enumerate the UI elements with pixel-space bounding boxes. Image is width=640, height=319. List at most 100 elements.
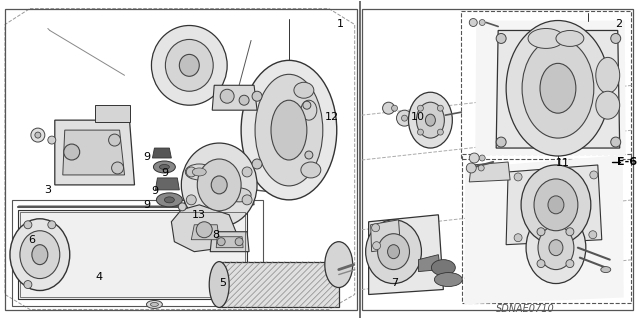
Ellipse shape	[159, 165, 170, 169]
Ellipse shape	[388, 245, 399, 259]
Text: 9: 9	[143, 152, 150, 162]
Polygon shape	[172, 205, 237, 252]
Circle shape	[196, 222, 212, 238]
Circle shape	[179, 203, 186, 211]
Circle shape	[537, 228, 545, 236]
Polygon shape	[371, 220, 401, 252]
Polygon shape	[464, 155, 624, 304]
Ellipse shape	[534, 179, 578, 231]
Circle shape	[514, 234, 522, 242]
Ellipse shape	[365, 220, 422, 284]
Circle shape	[242, 195, 252, 205]
Text: 12: 12	[325, 112, 339, 122]
Ellipse shape	[431, 260, 455, 276]
Text: 6: 6	[28, 235, 35, 245]
Ellipse shape	[255, 74, 323, 186]
Circle shape	[242, 167, 252, 177]
Polygon shape	[191, 225, 219, 240]
Circle shape	[109, 134, 120, 146]
Text: 8: 8	[212, 230, 220, 240]
Polygon shape	[245, 90, 314, 170]
Ellipse shape	[526, 212, 586, 284]
Ellipse shape	[192, 168, 206, 176]
Polygon shape	[419, 255, 440, 271]
Ellipse shape	[596, 57, 620, 93]
Circle shape	[566, 260, 574, 268]
Text: E-6: E-6	[617, 157, 637, 167]
Text: 2: 2	[615, 19, 622, 28]
Ellipse shape	[417, 102, 444, 138]
Circle shape	[239, 95, 249, 105]
Ellipse shape	[548, 196, 564, 214]
Circle shape	[417, 105, 424, 111]
Circle shape	[64, 144, 80, 160]
Polygon shape	[152, 148, 172, 158]
Circle shape	[566, 228, 574, 236]
Circle shape	[392, 105, 397, 111]
Polygon shape	[212, 85, 257, 110]
Ellipse shape	[152, 26, 227, 105]
Ellipse shape	[540, 63, 576, 113]
Polygon shape	[496, 31, 620, 148]
Circle shape	[397, 110, 412, 126]
Circle shape	[437, 129, 444, 135]
Polygon shape	[18, 210, 247, 300]
Text: 4: 4	[95, 271, 103, 282]
Circle shape	[469, 153, 479, 163]
Bar	[219, 262, 339, 308]
Polygon shape	[55, 120, 134, 185]
Text: 1: 1	[337, 19, 344, 28]
Text: 11: 11	[556, 158, 570, 168]
Circle shape	[35, 132, 41, 138]
Ellipse shape	[378, 234, 410, 270]
Ellipse shape	[408, 92, 452, 148]
Circle shape	[496, 33, 506, 43]
Ellipse shape	[164, 197, 174, 203]
Bar	[461, 11, 630, 159]
Circle shape	[478, 165, 484, 171]
Polygon shape	[369, 215, 444, 294]
Polygon shape	[95, 105, 129, 122]
Circle shape	[48, 221, 56, 229]
Circle shape	[417, 129, 424, 135]
Text: 3: 3	[44, 185, 51, 195]
Circle shape	[589, 231, 596, 239]
Ellipse shape	[506, 20, 610, 156]
Polygon shape	[63, 130, 125, 175]
Circle shape	[469, 19, 477, 26]
Circle shape	[437, 105, 444, 111]
Ellipse shape	[227, 188, 251, 202]
Ellipse shape	[556, 31, 584, 47]
Ellipse shape	[538, 226, 574, 270]
Circle shape	[590, 171, 598, 179]
Circle shape	[252, 91, 262, 101]
Ellipse shape	[435, 272, 462, 286]
Circle shape	[303, 101, 311, 109]
Ellipse shape	[522, 39, 594, 138]
Ellipse shape	[156, 193, 182, 207]
Text: 13: 13	[192, 210, 206, 220]
Circle shape	[467, 163, 476, 173]
Circle shape	[496, 137, 506, 147]
Ellipse shape	[154, 161, 175, 173]
Circle shape	[401, 115, 408, 121]
Polygon shape	[159, 50, 219, 80]
Ellipse shape	[301, 162, 321, 178]
Circle shape	[186, 167, 196, 177]
Text: 10: 10	[410, 112, 424, 122]
Circle shape	[235, 238, 243, 246]
Circle shape	[48, 136, 56, 144]
Ellipse shape	[186, 164, 213, 180]
Circle shape	[217, 238, 225, 246]
Ellipse shape	[521, 165, 591, 245]
Polygon shape	[506, 165, 602, 245]
Ellipse shape	[549, 240, 563, 256]
Bar	[462, 154, 630, 303]
Text: 7: 7	[392, 278, 399, 287]
Ellipse shape	[528, 28, 564, 48]
Polygon shape	[156, 178, 179, 190]
Circle shape	[372, 242, 381, 250]
Ellipse shape	[294, 82, 314, 98]
Circle shape	[611, 33, 621, 43]
Circle shape	[537, 260, 545, 268]
